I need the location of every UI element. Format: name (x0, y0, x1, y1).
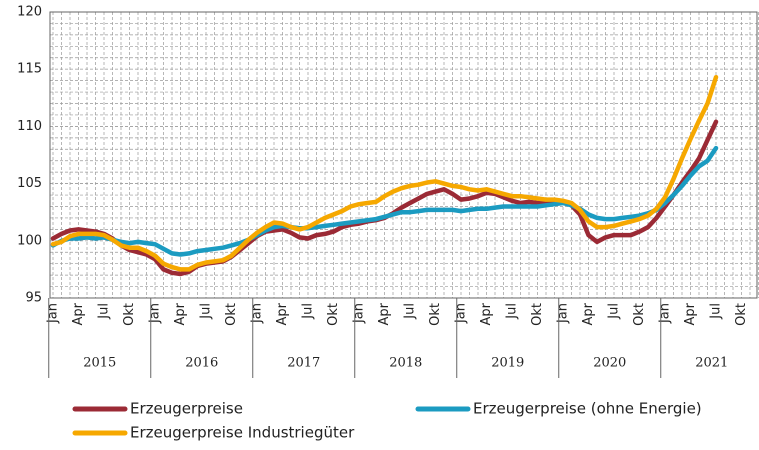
x-tick-label: Apr (377, 302, 392, 325)
x-tick-label: Apr (581, 302, 596, 325)
x-tick-label: Jan (46, 303, 61, 324)
x-tick-label: Apr (173, 302, 188, 325)
year-label: 2021 (695, 356, 728, 371)
x-tick-label: Apr (275, 302, 290, 325)
x-tick-label: Jul (607, 303, 622, 320)
legend-label: Erzeugerpreise (ohne Energie) (473, 400, 702, 418)
x-tick-label: Jul (505, 303, 520, 320)
legend-label: Erzeugerpreise Industriegüter (130, 424, 355, 442)
x-tick-label: Okt (428, 303, 443, 326)
y-tick-label: 105 (17, 176, 42, 191)
year-label: 2017 (287, 356, 320, 371)
x-tick-label: Okt (530, 303, 545, 326)
x-tick-label: Jan (658, 303, 673, 324)
legend-label: Erzeugerpreise (130, 400, 243, 418)
x-tick-label: Jan (556, 303, 571, 324)
x-tick-label: Jul (199, 303, 214, 320)
x-tick-label: Okt (734, 303, 749, 326)
year-label: 2019 (491, 356, 524, 371)
y-tick-label: 110 (17, 119, 42, 134)
x-tick-label: Apr (479, 302, 494, 325)
year-label: 2018 (389, 356, 422, 371)
x-tick-label: Jan (454, 303, 469, 324)
x-tick-label: Jan (148, 303, 163, 324)
x-tick-label: Apr (683, 302, 698, 325)
plot-frame (49, 11, 758, 299)
x-tick-label: Okt (122, 303, 137, 326)
x-tick-label: Jul (301, 303, 316, 320)
y-tick-label: 120 (17, 5, 42, 20)
y-tick-label: 95 (25, 291, 42, 306)
y-tick-label: 115 (17, 62, 42, 77)
y-tick-label: 100 (17, 233, 42, 248)
series-line (50, 145, 719, 257)
year-label: 2015 (83, 356, 116, 371)
series-line (50, 74, 719, 272)
x-tick-label: Okt (632, 303, 647, 326)
x-tick-label: Jul (97, 303, 112, 320)
x-tick-label: Jan (352, 303, 367, 324)
x-tick-label: Apr (71, 302, 86, 325)
x-tick-label: Jul (403, 303, 418, 320)
x-tick-label: Jul (709, 303, 724, 320)
year-label: 2020 (593, 356, 626, 371)
x-tick-label: Okt (326, 303, 341, 326)
year-label: 2016 (185, 356, 218, 371)
x-tick-label: Jan (250, 303, 265, 324)
x-tick-label: Okt (224, 303, 239, 326)
